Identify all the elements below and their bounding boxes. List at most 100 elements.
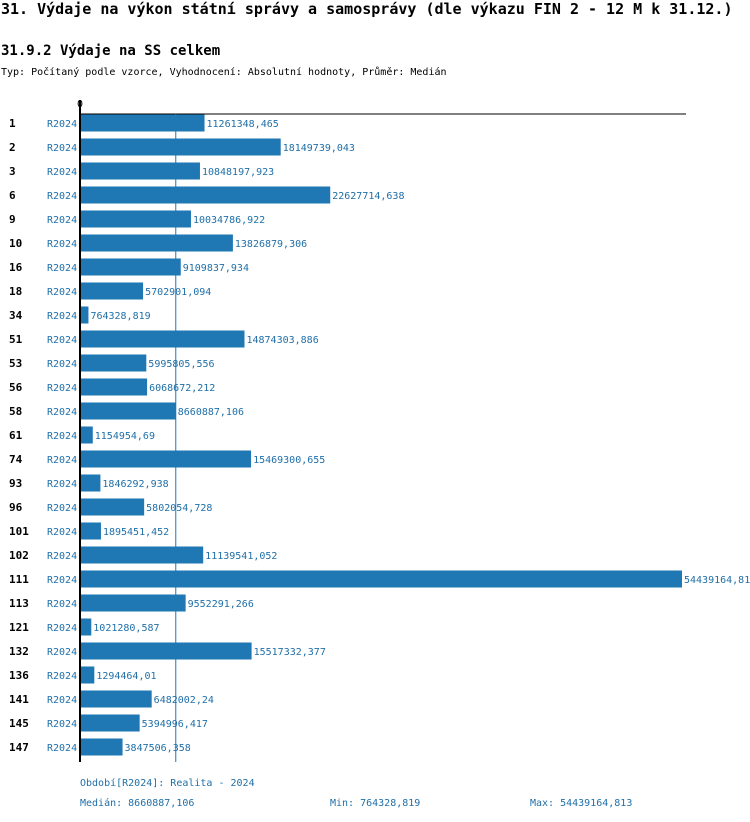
- row-id-label: 121: [9, 621, 29, 634]
- bar-value-label: 9109837,934: [183, 263, 249, 274]
- row-period-label: R2024: [47, 239, 77, 250]
- bar-value-label: 1021280,587: [93, 623, 159, 634]
- row-period-label: R2024: [47, 311, 77, 322]
- row-id-label: 56: [9, 381, 23, 394]
- row-period-label: R2024: [47, 479, 77, 490]
- bar: [80, 450, 252, 468]
- row-period-label: R2024: [47, 671, 77, 682]
- bar-value-label: 9552291,266: [188, 599, 254, 610]
- bar: [80, 114, 205, 132]
- bar-value-label: 54439164,81: [684, 575, 750, 586]
- row-period-label: R2024: [47, 647, 77, 658]
- bar: [80, 474, 101, 492]
- row-id-label: 3: [9, 165, 16, 178]
- row-period-label: R2024: [47, 143, 77, 154]
- bar-value-label: 13826879,306: [235, 239, 307, 250]
- row-period-label: R2024: [47, 383, 77, 394]
- bar-value-label: 1895451,452: [103, 527, 169, 538]
- row-id-label: 9: [9, 213, 16, 226]
- page-title: 31. Výdaje na výkon státní správy a samo…: [1, 0, 733, 18]
- bar: [80, 426, 93, 444]
- bar-value-label: 10034786,922: [193, 215, 265, 226]
- bar-value-label: 8660887,106: [178, 407, 244, 418]
- bar: [80, 714, 140, 732]
- footer-median: Medián: 8660887,106: [80, 798, 195, 809]
- bar-value-label: 5702901,094: [145, 287, 211, 298]
- bar: [80, 570, 682, 588]
- bar: [80, 210, 191, 228]
- row-period-label: R2024: [47, 695, 77, 706]
- row-id-label: 101: [9, 525, 29, 538]
- bar: [80, 138, 281, 156]
- row-period-label: R2024: [47, 551, 77, 562]
- row-id-label: 18: [9, 285, 22, 298]
- footer-max: Max: 54439164,813: [530, 798, 633, 809]
- bar-value-label: 5394996,417: [142, 719, 208, 730]
- row-period-label: R2024: [47, 119, 77, 130]
- bar: [80, 522, 101, 540]
- bar-value-label: 11139541,052: [205, 551, 277, 562]
- bar: [80, 282, 144, 300]
- row-period-label: R2024: [47, 215, 77, 226]
- row-period-label: R2024: [47, 167, 77, 178]
- row-id-label: 16: [9, 261, 23, 274]
- row-id-label: 147: [9, 741, 29, 754]
- row-id-label: 2: [9, 141, 16, 154]
- bar: [80, 738, 123, 756]
- bar-value-label: 1154954,69: [95, 431, 155, 442]
- row-id-label: 141: [9, 693, 29, 706]
- bar: [80, 642, 252, 660]
- footer-period: Období[R2024]: Realita - 2024: [80, 778, 255, 789]
- row-id-label: 10: [9, 237, 22, 250]
- bar-value-label: 1294464,01: [96, 671, 156, 682]
- bar: [80, 690, 152, 708]
- bar: [80, 354, 147, 372]
- bar-value-label: 18149739,043: [283, 143, 355, 154]
- bar-value-label: 5802054,728: [146, 503, 212, 514]
- row-period-label: R2024: [47, 575, 77, 586]
- chart-info: Typ: Počítaný podle vzorce, Vyhodnocení:…: [1, 67, 447, 78]
- row-id-label: 113: [9, 597, 29, 610]
- bar: [80, 186, 331, 204]
- bar: [80, 498, 145, 516]
- row-id-label: 136: [9, 669, 29, 682]
- bar: [80, 330, 245, 348]
- bar: [80, 306, 89, 324]
- row-period-label: R2024: [47, 431, 77, 442]
- row-period-label: R2024: [47, 623, 77, 634]
- bar: [80, 162, 200, 180]
- bar-value-label: 3847506,358: [125, 743, 191, 754]
- row-period-label: R2024: [47, 191, 77, 202]
- row-period-label: R2024: [47, 719, 77, 730]
- row-id-label: 145: [9, 717, 29, 730]
- bar-value-label: 1846292,938: [102, 479, 168, 490]
- row-period-label: R2024: [47, 335, 77, 346]
- row-id-label: 51: [9, 333, 23, 346]
- row-period-label: R2024: [47, 503, 77, 514]
- row-id-label: 96: [9, 501, 23, 514]
- row-period-label: R2024: [47, 599, 77, 610]
- bar-value-label: 6068672,212: [149, 383, 215, 394]
- bar: [80, 666, 95, 684]
- bar-value-label: 15469300,655: [253, 455, 325, 466]
- footer-min: Min: 764328,819: [330, 798, 421, 809]
- bar-value-label: 10848197,923: [202, 167, 274, 178]
- row-period-label: R2024: [47, 743, 77, 754]
- row-id-label: 111: [9, 573, 29, 586]
- row-id-label: 61: [9, 429, 23, 442]
- row-id-label: 102: [9, 549, 29, 562]
- bar-value-label: 15517332,377: [254, 647, 326, 658]
- bar-value-label: 22627714,638: [332, 191, 404, 202]
- row-id-label: 6: [9, 189, 16, 202]
- row-period-label: R2024: [47, 359, 77, 370]
- row-id-label: 53: [9, 357, 22, 370]
- row-id-label: 93: [9, 477, 22, 490]
- row-period-label: R2024: [47, 263, 77, 274]
- row-id-label: 1: [9, 117, 16, 130]
- row-period-label: R2024: [47, 287, 77, 298]
- row-id-label: 132: [9, 645, 29, 658]
- row-period-label: R2024: [47, 407, 77, 418]
- bar-value-label: 14874303,886: [246, 335, 318, 346]
- row-id-label: 34: [9, 309, 23, 322]
